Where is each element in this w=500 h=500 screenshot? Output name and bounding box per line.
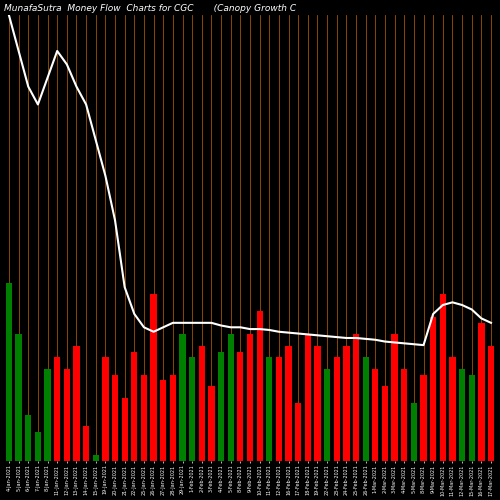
Bar <box>488 346 494 461</box>
Bar <box>256 312 263 461</box>
Bar <box>266 358 272 461</box>
Bar <box>16 334 22 461</box>
Bar <box>92 455 99 461</box>
Bar <box>392 334 398 461</box>
Bar <box>382 386 388 461</box>
Bar <box>468 374 475 461</box>
Bar <box>247 334 253 461</box>
Bar <box>141 374 147 461</box>
Bar <box>218 352 224 461</box>
Bar <box>459 369 465 461</box>
Bar <box>54 358 60 461</box>
Bar <box>478 323 484 461</box>
Bar <box>362 358 369 461</box>
Bar <box>74 346 80 461</box>
Bar <box>160 380 166 461</box>
Bar <box>440 294 446 461</box>
Bar <box>286 346 292 461</box>
Bar <box>228 334 234 461</box>
Bar <box>35 432 41 461</box>
Bar <box>411 404 417 461</box>
Bar <box>401 369 407 461</box>
Bar <box>304 334 311 461</box>
Bar <box>372 369 378 461</box>
Bar <box>237 352 244 461</box>
Bar <box>353 334 359 461</box>
Bar <box>198 346 205 461</box>
Bar <box>64 369 70 461</box>
Bar <box>6 282 12 461</box>
Bar <box>102 358 108 461</box>
Bar <box>112 374 118 461</box>
Bar <box>122 398 128 461</box>
Bar <box>44 369 51 461</box>
Bar <box>131 352 138 461</box>
Bar <box>430 317 436 461</box>
Bar <box>150 294 156 461</box>
Bar <box>420 374 426 461</box>
Bar <box>450 358 456 461</box>
Bar <box>276 358 282 461</box>
Bar <box>344 346 349 461</box>
Bar <box>83 426 89 461</box>
Bar <box>180 334 186 461</box>
Bar <box>334 358 340 461</box>
Bar <box>170 374 176 461</box>
Bar <box>189 358 196 461</box>
Bar <box>208 386 214 461</box>
Text: MunafaSutra  Money Flow  Charts for CGC       (Canopy Growth C: MunafaSutra Money Flow Charts for CGC (C… <box>4 4 296 13</box>
Bar <box>295 404 302 461</box>
Bar <box>25 415 32 461</box>
Bar <box>324 369 330 461</box>
Bar <box>314 346 320 461</box>
